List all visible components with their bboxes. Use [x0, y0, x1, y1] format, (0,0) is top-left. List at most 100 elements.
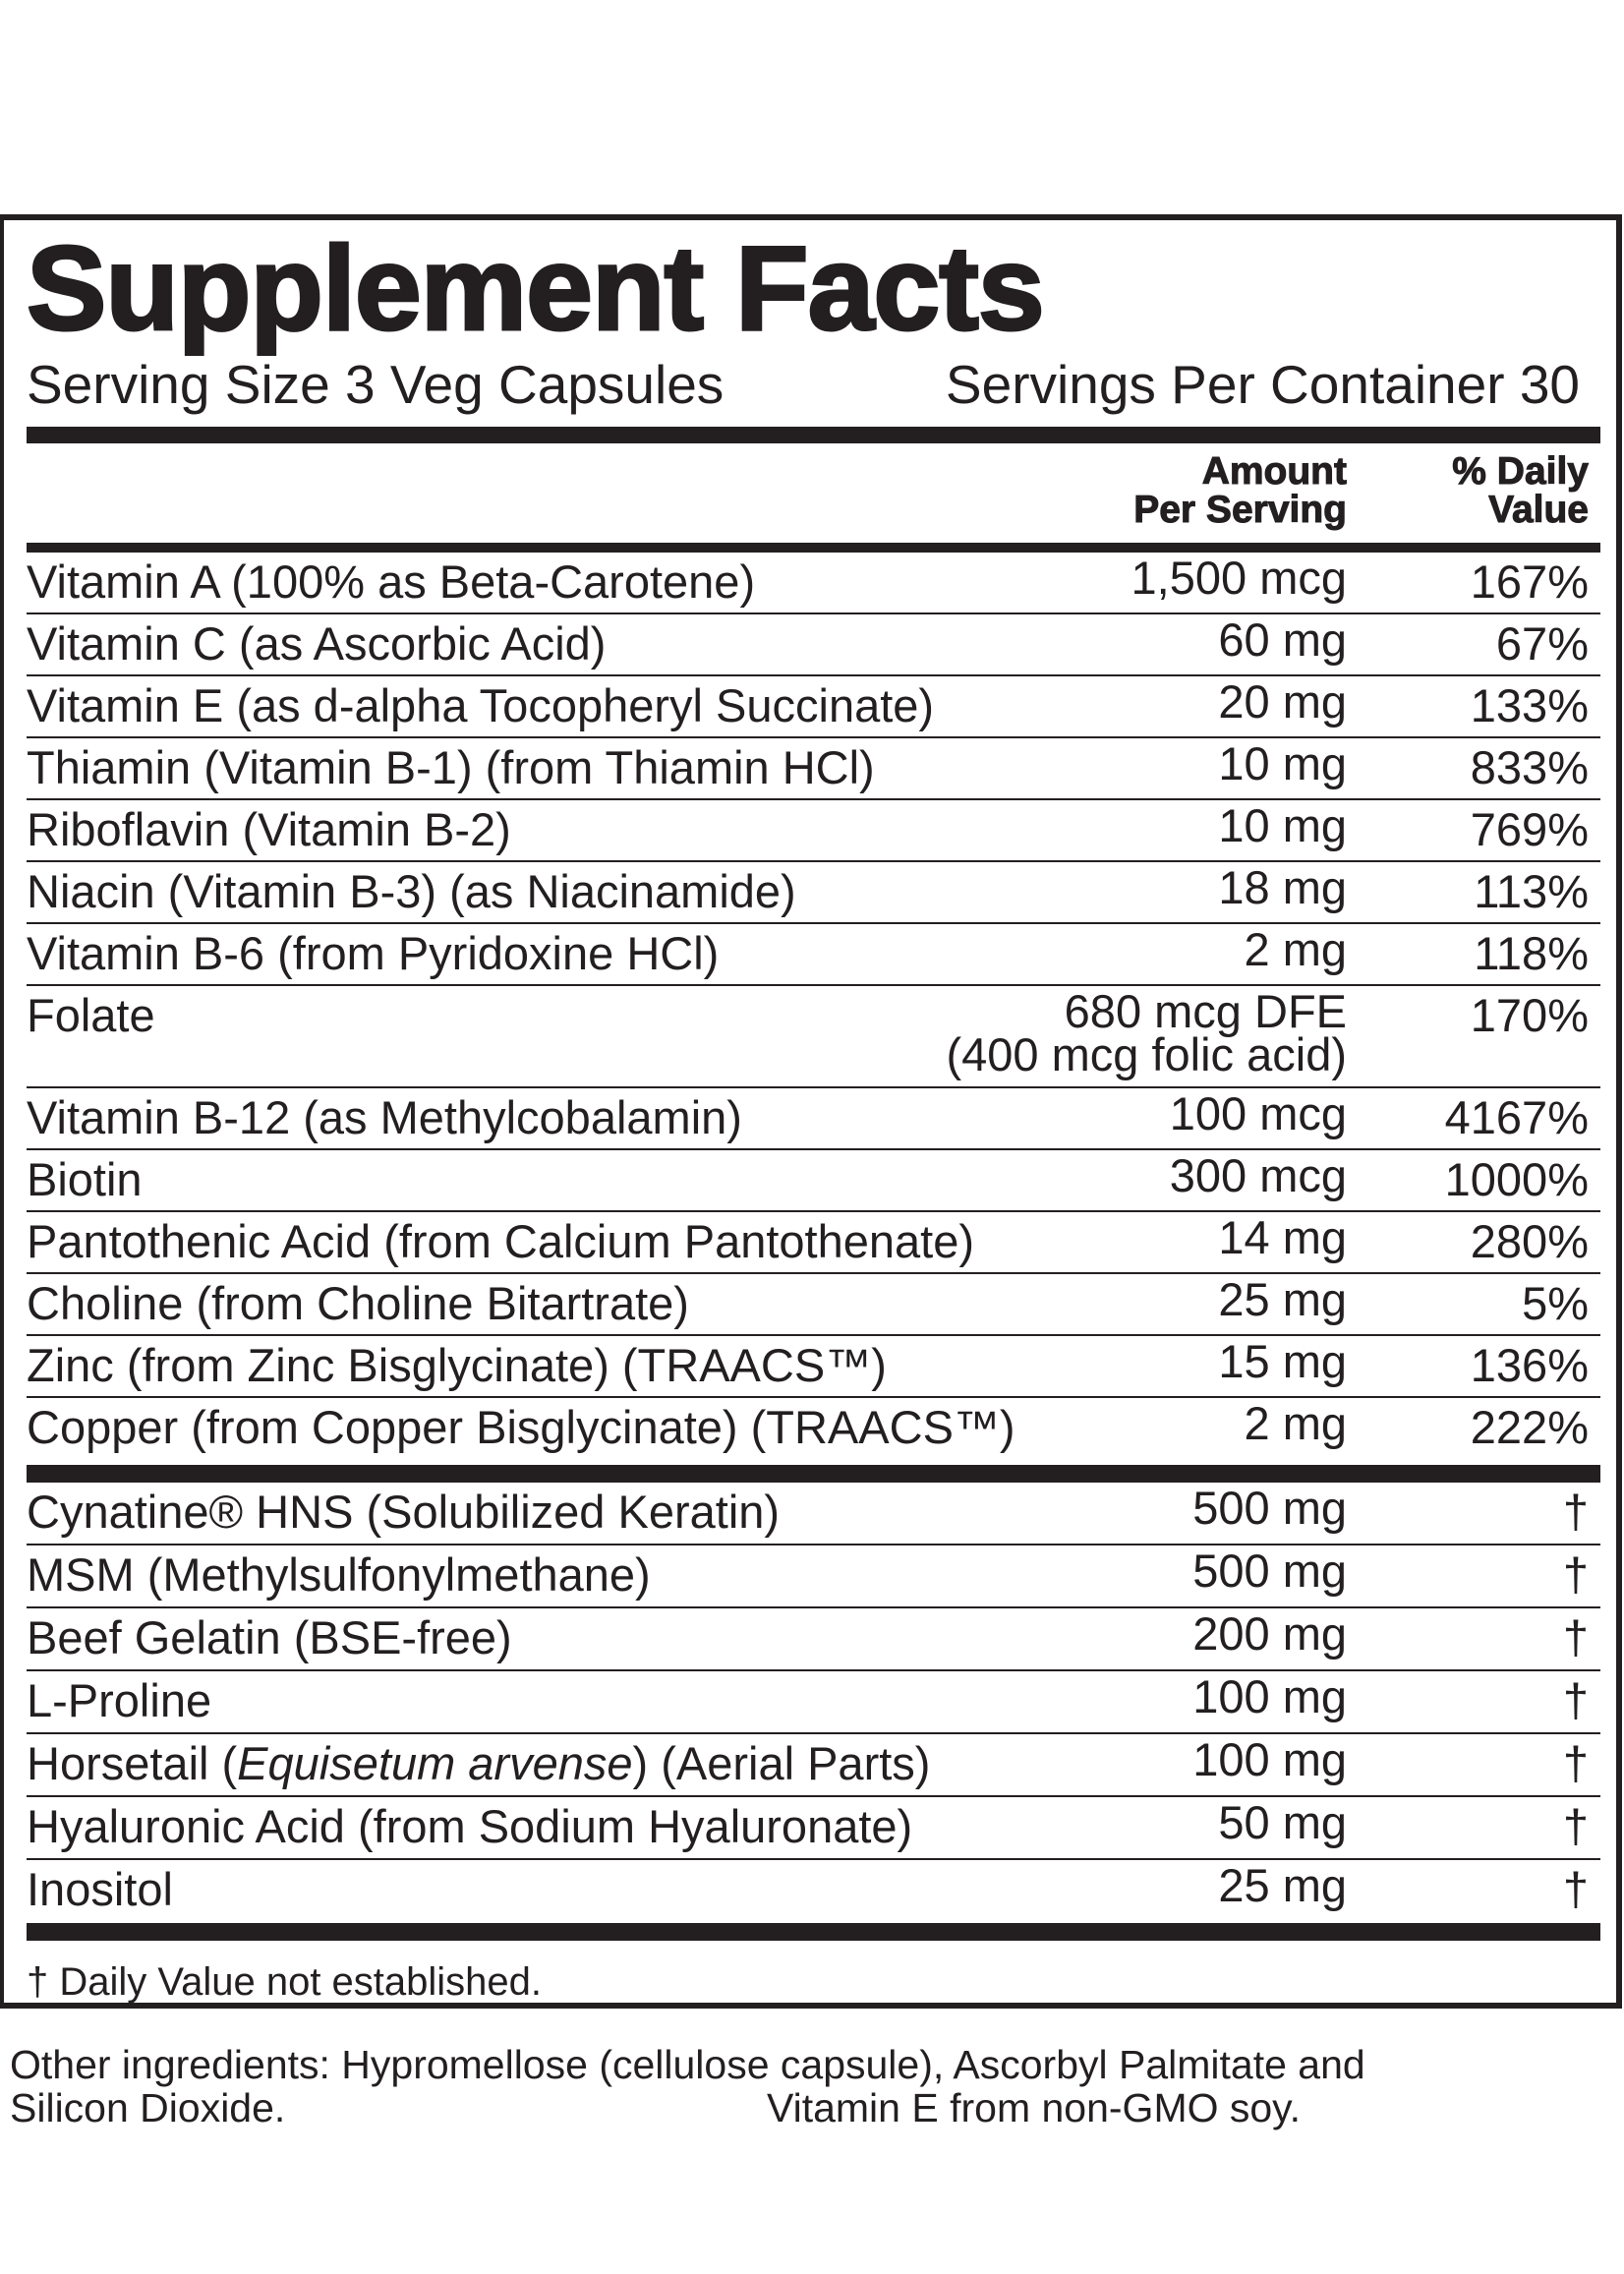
daily-value: 118% — [1474, 927, 1589, 979]
nutrient-name: Hyaluronic Acid (from Sodium Hyaluronate… — [27, 1800, 913, 1852]
nutrient-name: Riboflavin (Vitamin B-2) — [27, 803, 511, 855]
table-row: Beef Gelatin (BSE-free) 200 mg † — [27, 1608, 1600, 1671]
serving-info: Serving Size 3 Veg Capsules Servings Per… — [27, 358, 1580, 412]
table-row: Vitamin B-6 (from Pyridoxine HCl) 2 mg 118… — [27, 924, 1600, 986]
daily-value: † — [1562, 1674, 1589, 1726]
divider-thick — [27, 1465, 1600, 1483]
amount-value-line2: (400 mcg folic acid) — [946, 1028, 1348, 1080]
table-row: Choline (from Choline Bitartrate) 25 mg 5% — [27, 1274, 1600, 1336]
amount-per-serving: 200 mg — [1192, 1610, 1347, 1657]
table-row: Vitamin B-12 (as Methylcobalamin) 100 mcg… — [27, 1088, 1600, 1150]
amount-header-line1: Amount — [1201, 450, 1347, 493]
amount-value: 10 mg — [1218, 737, 1347, 789]
amount-per-serving: 10 mg — [1218, 802, 1347, 848]
nutrient-name: Folate — [27, 989, 155, 1041]
amount-value: 1,500 mcg — [1131, 552, 1347, 604]
divider-thick — [27, 1923, 1600, 1941]
nutrient-name: Cynatine® HNS (Solubilized Keratin) — [27, 1486, 781, 1538]
table-row: Vitamin A (100% as Beta-Carotene) 1,500 m… — [27, 553, 1600, 614]
daily-value: † — [1562, 1800, 1589, 1852]
amount-per-serving: 500 mg — [1192, 1545, 1347, 1597]
nutrient-name: Thiamin (Vitamin B-1) (from Thiamin HCl) — [27, 741, 875, 793]
amount-per-serving: 2 mg — [1244, 1397, 1348, 1449]
vitamin-rows: Vitamin A (100% as Beta-Carotene) 1,500 m… — [27, 553, 1600, 1460]
table-row: Zinc (from Zinc Bisglycinate) (TRAACS™) 1… — [27, 1336, 1600, 1398]
amount-value: 20 mg — [1218, 675, 1347, 728]
table-row: MSM (Methylsulfonylmethane) 500 mg † — [27, 1545, 1600, 1608]
amount-per-serving: 100 mcg — [1169, 1087, 1347, 1139]
table-row: Horsetail (Equisetum arvense) (Aerial Pa… — [27, 1734, 1600, 1797]
daily-value: 833% — [1470, 741, 1589, 793]
table-row: Vitamin E (as d-alpha Tocopheryl Succina… — [27, 676, 1600, 738]
nutrient-name: Vitamin B-12 (as Methylcobalamin) — [27, 1091, 742, 1143]
daily-value: 280% — [1470, 1215, 1589, 1267]
amount-per-serving: 25 mg — [1218, 1862, 1347, 1908]
amount-value: 300 mcg — [1169, 1149, 1347, 1201]
amount-per-serving: 18 mg — [1218, 861, 1347, 913]
daily-value: † — [1562, 1737, 1589, 1789]
nutrient-name: Choline (from Choline Bitartrate) — [27, 1277, 689, 1329]
nutrient-name: L-Proline — [27, 1674, 212, 1726]
other-ingredient-rows: Cynatine® HNS (Solubilized Keratin) 500 m… — [27, 1483, 1600, 1923]
amount-per-serving: 10 mg — [1218, 737, 1347, 789]
daily-value: † — [1562, 1611, 1589, 1663]
nutrient-name: MSM (Methylsulfonylmethane) — [27, 1548, 651, 1601]
table-row: Vitamin C (as Ascorbic Acid) 60 mg 67% — [27, 614, 1600, 676]
amount-value: 18 mg — [1218, 861, 1347, 913]
daily-value: 113% — [1474, 865, 1589, 917]
amount-value: 100 mcg — [1169, 1087, 1347, 1139]
table-row: L-Proline 100 mg † — [27, 1671, 1600, 1734]
amount-value: 2 mg — [1244, 1397, 1348, 1449]
amount-value: 100 mg — [1192, 1733, 1347, 1785]
other-ingredients-line2: Silicon Dioxide. — [10, 2085, 286, 2130]
table-row: Copper (from Copper Bisglycinate) (TRAAC… — [27, 1398, 1600, 1460]
amount-header: Amount Per Serving — [1133, 450, 1348, 531]
amount-value: 500 mg — [1192, 1482, 1347, 1534]
amount-per-serving: 100 mg — [1192, 1733, 1347, 1785]
daily-value: 136% — [1470, 1339, 1589, 1391]
daily-value: 133% — [1470, 679, 1589, 731]
daily-value: 5% — [1522, 1277, 1589, 1329]
amount-per-serving: 25 mg — [1218, 1273, 1347, 1325]
amount-per-serving: 2 mg — [1245, 926, 1348, 972]
other-ingredients-line2-right: Vitamin E from non-GMO soy. — [767, 2085, 1302, 2130]
amount-per-serving: 100 mg — [1192, 1670, 1347, 1722]
nutrient-name: Beef Gelatin (BSE-free) — [27, 1611, 512, 1663]
daily-value: 222% — [1470, 1401, 1589, 1453]
other-ingredients-line1: Other ingredients: Hypromellose (cellulo… — [10, 2042, 1365, 2087]
amount-value: 50 mg — [1218, 1796, 1347, 1848]
nutrient-name: Copper (from Copper Bisglycinate) (TRAAC… — [27, 1401, 1015, 1453]
amount-value: 14 mg — [1218, 1211, 1347, 1263]
amount-header-line2: Per Serving — [1133, 489, 1348, 531]
amount-per-serving: 20 mg — [1218, 675, 1347, 728]
nutrient-name: Niacin (Vitamin B-3) (as Niacinamide) — [27, 865, 796, 917]
nutrient-name-part: ) (Aerial Parts) — [632, 1737, 931, 1789]
nutrient-name: Biotin — [27, 1153, 143, 1205]
nutrient-name: Inositol — [27, 1863, 173, 1915]
amount-value: 500 mg — [1192, 1545, 1347, 1597]
nutrient-name: Vitamin C (as Ascorbic Acid) — [27, 617, 607, 670]
amount-per-serving: 1,500 mcg — [1131, 552, 1347, 604]
nutrient-name: Pantothenic Acid (from Calcium Pantothen… — [27, 1215, 975, 1267]
amount-value: 100 mg — [1192, 1670, 1347, 1722]
table-row: Thiamin (Vitamin B-1) (from Thiamin HCl)… — [27, 738, 1600, 800]
dv-header-line1: % Daily — [1452, 450, 1590, 493]
nutrient-name-part: Horsetail ( — [27, 1737, 238, 1789]
supplement-facts-panel: Supplement Facts Serving Size 3 Veg Caps… — [0, 214, 1622, 2009]
nutrient-name: Zinc (from Zinc Bisglycinate) (TRAACS™) — [27, 1339, 887, 1391]
footnote: † Daily Value not established. — [27, 1960, 543, 2004]
amount-per-serving: 300 mcg — [1169, 1149, 1347, 1201]
amount-per-serving: 500 mg — [1192, 1482, 1347, 1534]
daily-value: † — [1562, 1548, 1589, 1601]
daily-value: 170% — [1470, 989, 1589, 1041]
amount-per-serving: 60 mg — [1218, 616, 1347, 663]
amount-value: 25 mg — [1218, 1273, 1347, 1325]
amount-value: 680 mcg DFE — [1064, 985, 1347, 1037]
nutrient-name: Vitamin E (as d-alpha Tocopheryl Succina… — [27, 679, 935, 731]
daily-value: 769% — [1470, 803, 1589, 855]
serving-size: Serving Size 3 Veg Capsules — [27, 354, 725, 415]
table-row: Riboflavin (Vitamin B-2) 10 mg 769% — [27, 800, 1600, 862]
amount-value: 15 mg — [1218, 1335, 1347, 1387]
table-row: Inositol 25 mg † — [27, 1860, 1600, 1923]
daily-value-header: % Daily Value — [1452, 450, 1590, 530]
